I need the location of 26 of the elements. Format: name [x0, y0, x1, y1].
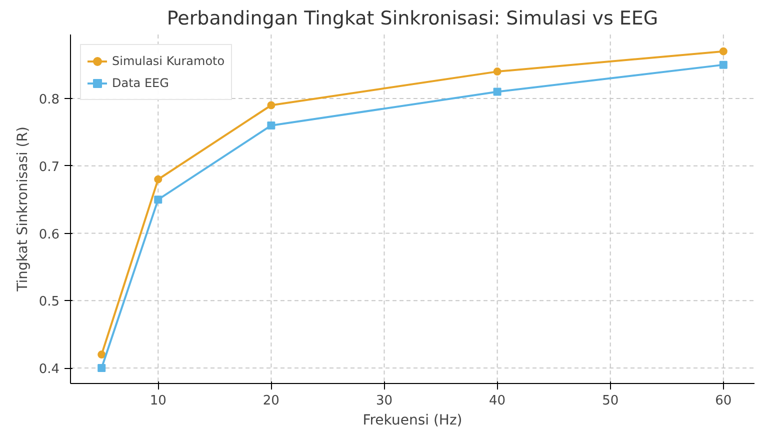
x-tick-label: 50 [602, 394, 619, 408]
x-tick-label: 20 [262, 394, 280, 408]
point [719, 60, 728, 69]
x-tick-label: 30 [376, 394, 393, 408]
point [493, 68, 502, 76]
point [98, 364, 106, 372]
y-tick-label: 0.8 [38, 92, 60, 108]
x-tick-label: 40 [489, 394, 506, 408]
y-tick-label: 0.7 [38, 160, 60, 175]
y-axis-title: Tingkat Sinkronisasi (R) [14, 126, 31, 292]
y-tick-label: 0.6 [38, 227, 60, 242]
y-tick-label: 0.4 [38, 362, 60, 378]
point [154, 196, 162, 204]
point [267, 121, 276, 130]
point [493, 88, 502, 96]
x-axis-title: Frekuensi (Hz) [362, 412, 462, 428]
legend-label: Simulasi Kuramoto [112, 54, 225, 68]
x-tick-label: 10 [150, 394, 166, 408]
x-tick-label: 60 [715, 394, 732, 408]
legend-label: Data EEG [112, 76, 169, 90]
y-tick-label: 0.5 [38, 294, 60, 310]
point [98, 350, 106, 359]
point [267, 101, 276, 110]
point [719, 47, 728, 56]
point [154, 175, 162, 184]
chart-title: Perbandingan Tingkat Sinkronisasi: Simulasi vs EEG [166, 8, 658, 30]
